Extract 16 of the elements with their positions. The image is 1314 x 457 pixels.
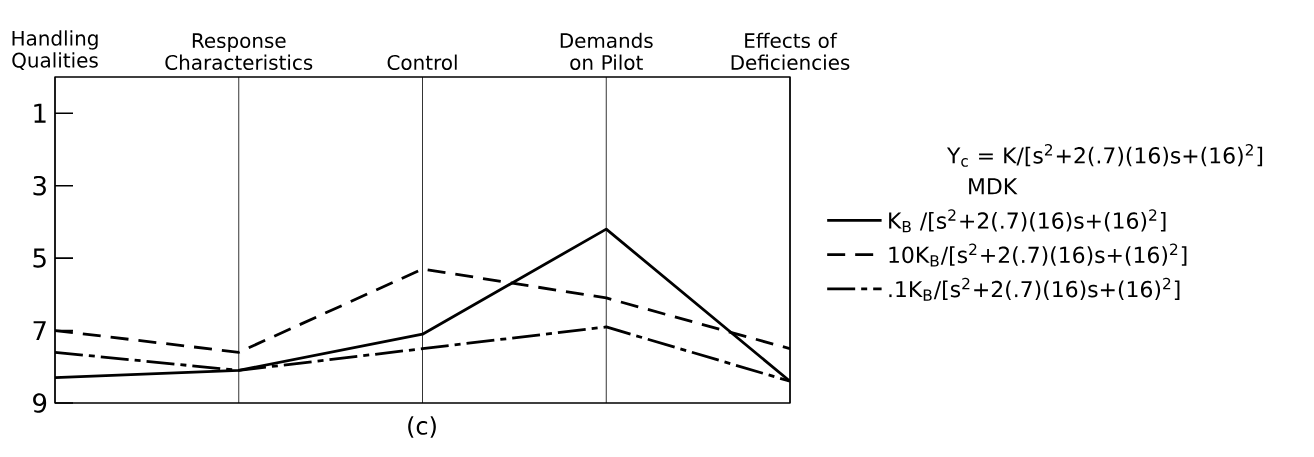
x-tick-label: Effects of Deficiencies [731,32,850,70]
y-tick-label: 7 [33,321,46,341]
legend-label: K$_{B}$ /[s$^{2}$+2(.7)(16)s+(16)$^{2}$] [889,209,1166,233]
legend-title: Y$_{c}$ = K/[s$^{2}$+2(.7)(16)s+(16)$^{2}$] [946,144,1263,167]
x-tick-label: Control [387,54,457,70]
y-tick-label: 9 [33,393,47,413]
legend-label: 10K$_{B}$/[s$^{2}$+2(.7)(16)s+(16)$^{2}$] [889,243,1187,267]
text: (c) [408,416,436,438]
y-tick-label: 3 [33,175,46,196]
x-tick-label: Demands on Pilot [560,32,653,70]
y-tick-label: 5 [33,248,46,268]
text: MDK [969,178,1018,195]
x-tick-label: Response Characteristics [165,33,313,70]
x-tick-label: Handling Qualities [12,30,98,70]
legend-label: .1K$_{B}$/[s$^{2}$+2(.7)(16)s+(16)$^{2}$] [889,277,1180,301]
y-tick-label: 1 [34,103,46,123]
